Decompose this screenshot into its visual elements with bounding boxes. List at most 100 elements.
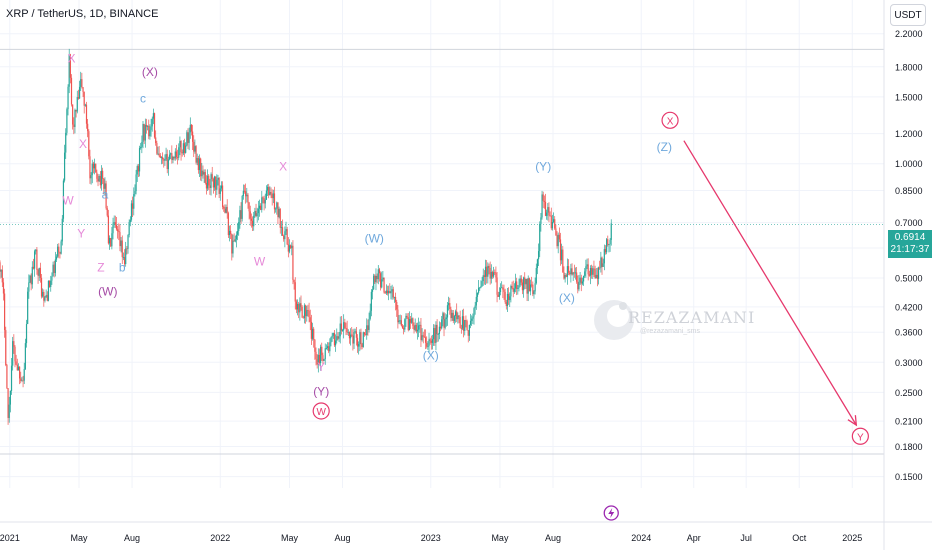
candle-body	[330, 337, 332, 343]
candle-body	[398, 320, 400, 323]
candle-body	[273, 193, 276, 210]
candle-body	[384, 292, 386, 294]
wave-label: X	[279, 159, 287, 173]
candle-body	[315, 351, 317, 360]
candle-body	[531, 284, 533, 286]
candle-body	[122, 257, 125, 258]
lightning-icon[interactable]	[603, 505, 619, 521]
candle-body	[310, 321, 312, 339]
candle-body	[28, 282, 30, 292]
candle-body	[345, 328, 347, 329]
candle-body	[50, 280, 52, 288]
candle-body	[456, 311, 458, 320]
last-price-value: 0.6914	[894, 232, 926, 243]
candle-body	[29, 275, 31, 283]
candle-body	[356, 337, 359, 347]
currency-button[interactable]: USDT	[890, 4, 926, 26]
candle-body	[569, 272, 571, 275]
candle-body	[171, 153, 173, 160]
wave-label: Z	[97, 261, 104, 275]
candle-body	[413, 325, 415, 330]
candle-body	[443, 313, 445, 328]
candle-body	[221, 185, 224, 207]
candle-body	[407, 317, 409, 331]
candle-body	[119, 232, 121, 247]
candle-body	[266, 187, 269, 191]
candle-body	[62, 180, 65, 219]
candle-body	[299, 303, 301, 313]
candle-body	[527, 278, 529, 294]
candle-body	[520, 278, 522, 283]
candle-body	[337, 336, 339, 339]
candle-body	[574, 272, 577, 274]
candle-body	[562, 249, 564, 273]
candle-body	[278, 208, 280, 218]
candle-body	[366, 325, 368, 336]
wave-label-circle	[851, 427, 869, 445]
candle-body	[465, 320, 467, 322]
watermark-logo	[594, 300, 634, 340]
candle-body	[44, 297, 46, 301]
candle-body	[474, 305, 476, 309]
wave-label: Y	[857, 432, 864, 443]
candle-body	[394, 296, 397, 302]
candle-body	[464, 320, 466, 331]
candle-body	[212, 179, 214, 188]
wave-labels: X X W Y Za b c (W) (X) X W Y (Y) W (W) (X) (Y) (X) (Z) X Y	[62, 51, 869, 445]
candle-body	[482, 275, 484, 282]
candle-body	[59, 252, 61, 254]
candle-body	[326, 346, 329, 349]
candle-body	[293, 279, 295, 283]
candle-body	[99, 175, 101, 186]
candle-body	[589, 268, 592, 276]
candle-body	[541, 194, 543, 218]
candle-body	[385, 290, 387, 294]
candle-body	[459, 316, 461, 329]
candle-body	[275, 208, 277, 210]
candle-body	[81, 79, 83, 88]
candle-body	[328, 346, 330, 352]
candle-body	[210, 174, 212, 188]
candle-body	[436, 324, 438, 335]
wave-label: (W)	[365, 232, 384, 246]
candle-body	[233, 240, 235, 242]
candle-body	[31, 266, 33, 285]
symbol-title: XRP / TetherUS, 1D, BINANCE	[6, 8, 159, 20]
candle-body	[260, 205, 262, 210]
candle-body	[217, 177, 219, 180]
candle-body	[292, 245, 294, 280]
candle-body	[367, 325, 369, 330]
candle-body	[257, 208, 259, 214]
wave-label: c	[140, 91, 146, 105]
candle-body	[454, 311, 457, 317]
candle-body	[554, 219, 556, 229]
candle-body	[272, 193, 274, 199]
candle-body	[307, 310, 309, 311]
candle-body	[593, 268, 595, 270]
candle-body	[208, 175, 210, 186]
candle-body	[543, 200, 545, 202]
candle-body	[404, 319, 406, 330]
candle-body	[164, 159, 166, 161]
candle-body	[134, 191, 136, 195]
candle-body	[475, 296, 477, 306]
candle-body	[603, 249, 605, 264]
candle-body	[577, 281, 579, 290]
candle-body	[378, 269, 381, 274]
candle-body	[175, 151, 178, 158]
candle-body	[128, 222, 130, 236]
candle-body	[290, 245, 292, 249]
candle-body	[230, 230, 232, 234]
candle-body	[60, 241, 62, 254]
candle-body	[236, 230, 239, 235]
candle-body	[429, 339, 431, 341]
x-tick-label: 2022	[210, 533, 230, 543]
candle-body	[359, 332, 361, 344]
candle-body	[276, 202, 278, 209]
candle-body	[223, 206, 225, 209]
candle-body	[588, 274, 590, 276]
candle-body	[409, 319, 412, 323]
candle-body	[127, 235, 129, 249]
candle-body	[251, 220, 254, 227]
